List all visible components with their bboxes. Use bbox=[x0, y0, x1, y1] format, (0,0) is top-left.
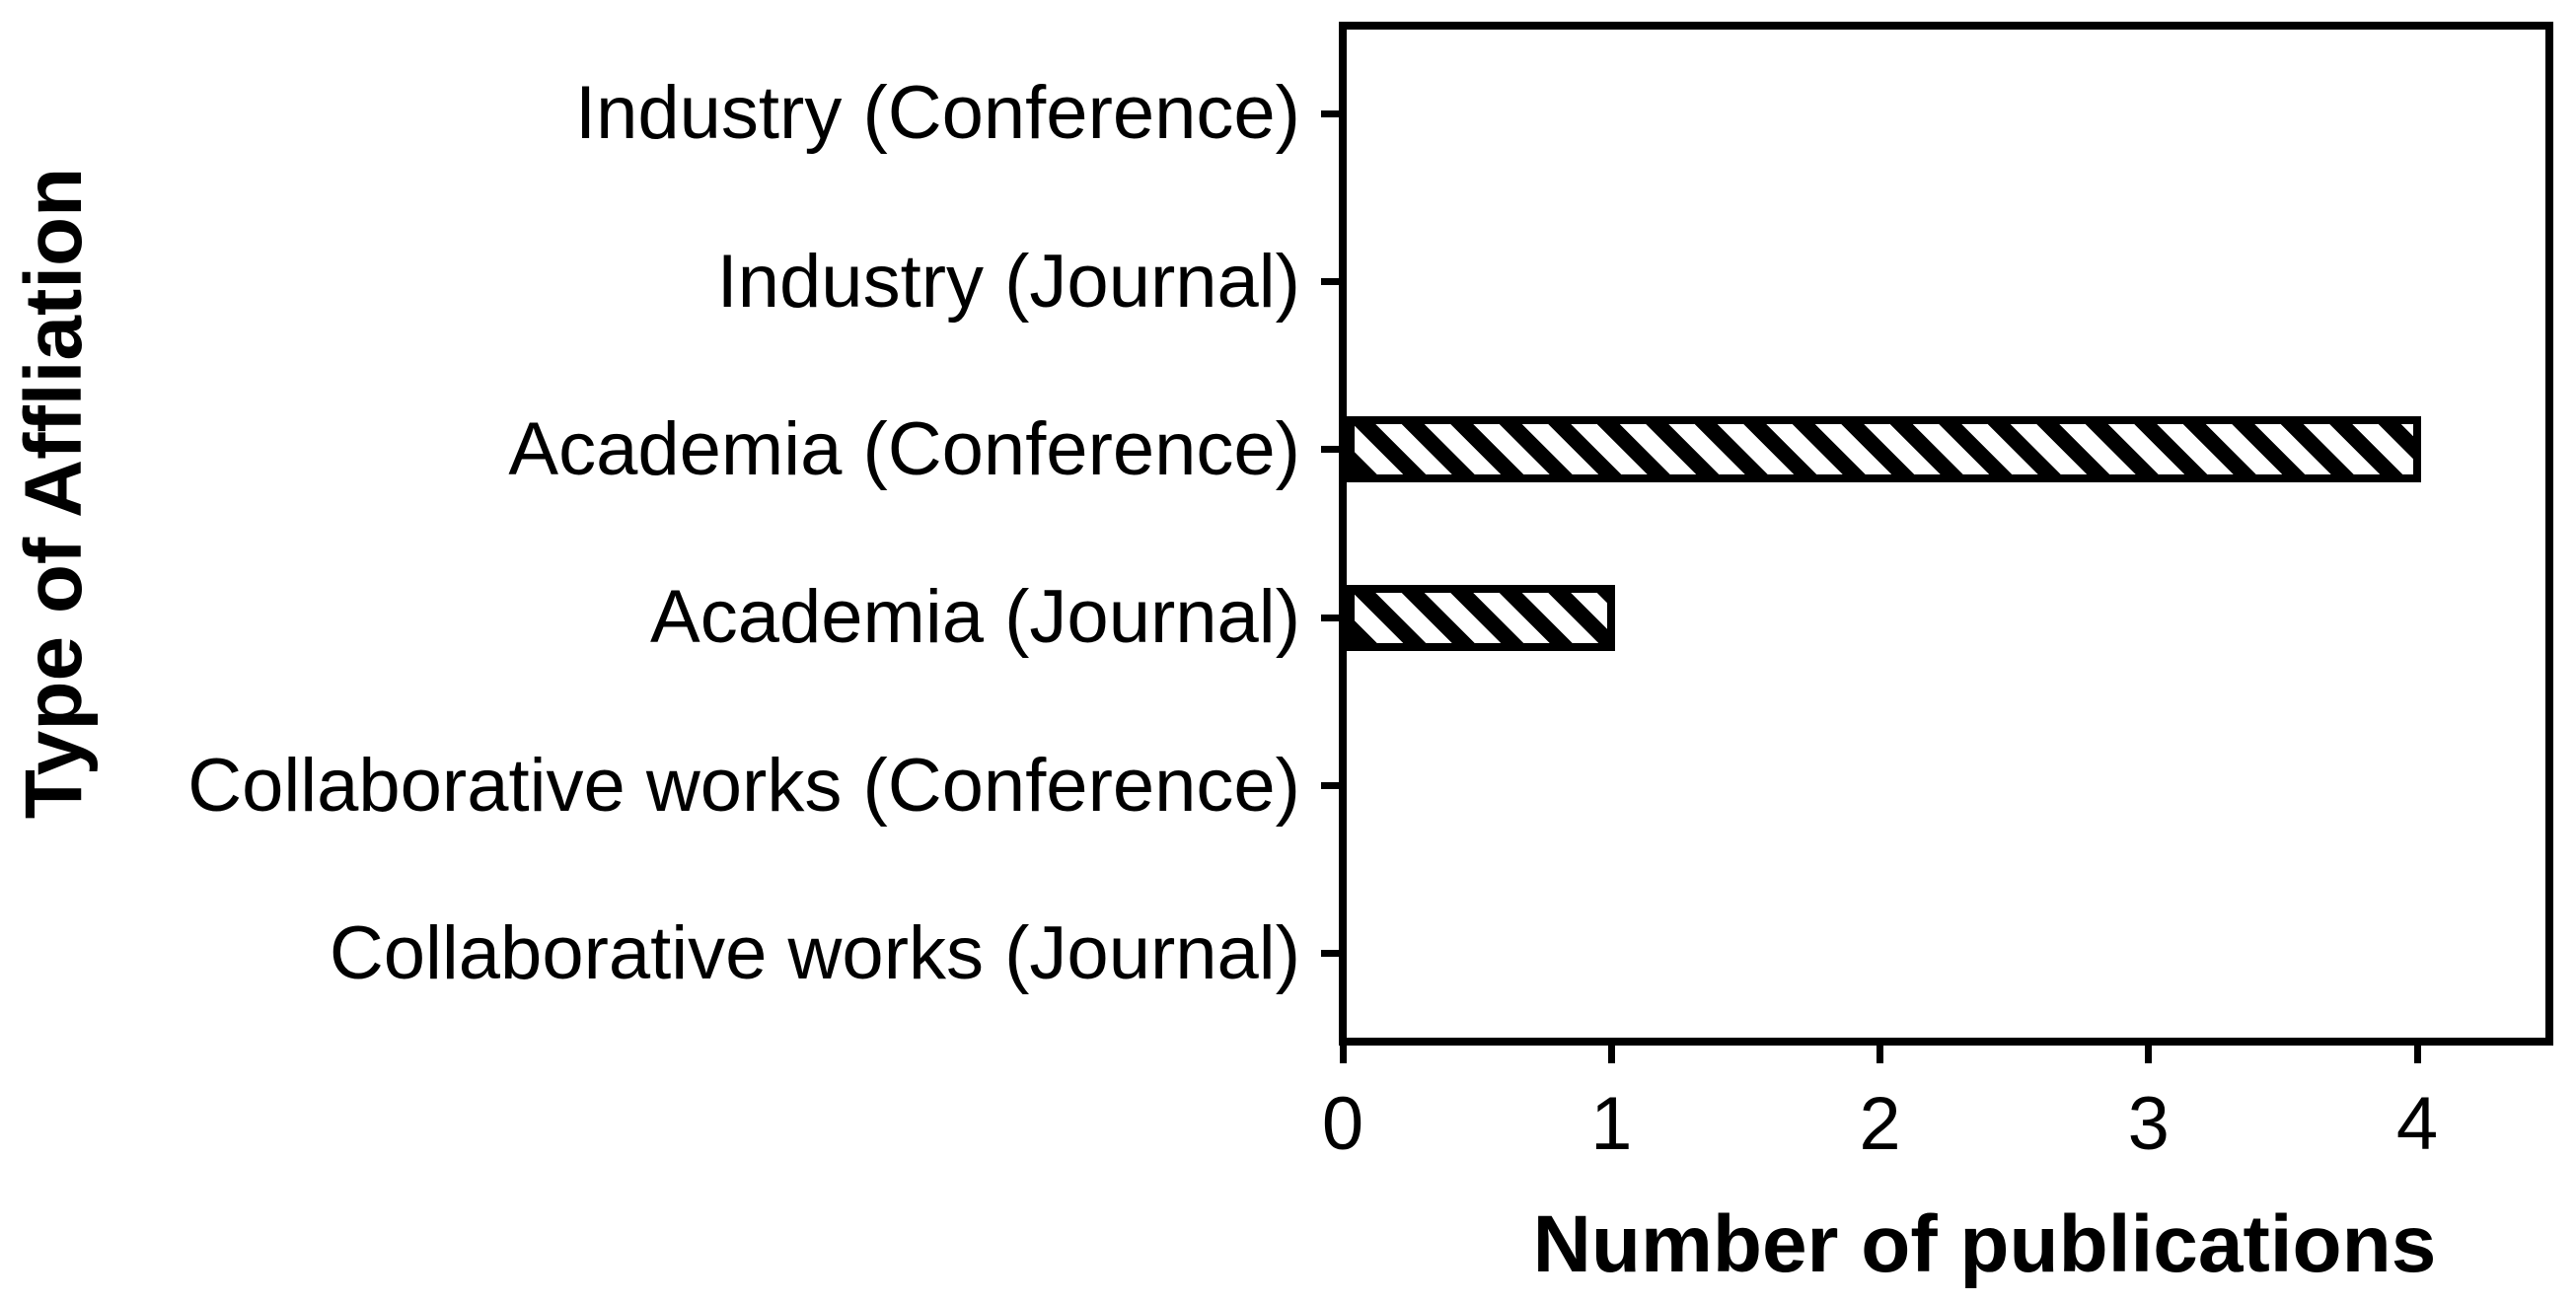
x-tick-mark bbox=[2413, 1046, 2421, 1063]
y-tick-label: Academia (Conference) bbox=[508, 406, 1300, 491]
bar bbox=[1347, 584, 1615, 651]
x-tick-label: 1 bbox=[1590, 1082, 1633, 1166]
y-tick-label: Industry (Conference) bbox=[575, 71, 1300, 156]
x-tick-label: 2 bbox=[1859, 1082, 1901, 1166]
y-tick-mark bbox=[1321, 278, 1339, 285]
y-tick-label: Collaborative works (Conference) bbox=[187, 743, 1300, 828]
y-tick-mark bbox=[1321, 614, 1339, 621]
x-tick-label: 0 bbox=[1321, 1082, 1364, 1166]
x-tick-mark bbox=[2145, 1046, 2153, 1063]
x-tick-mark bbox=[1339, 1046, 1347, 1063]
y-tick-mark bbox=[1321, 109, 1339, 117]
x-axis-title: Number of publications bbox=[1532, 1199, 2437, 1289]
y-tick-mark bbox=[1321, 950, 1339, 958]
y-tick-mark bbox=[1321, 782, 1339, 789]
y-tick-label: Collaborative works (Journal) bbox=[329, 910, 1300, 995]
x-tick-label: 4 bbox=[2395, 1082, 2439, 1166]
plot-area bbox=[1339, 22, 2553, 1046]
x-tick-mark bbox=[1877, 1046, 1883, 1063]
bar bbox=[1347, 416, 2421, 483]
y-tick-mark bbox=[1321, 446, 1339, 454]
x-tick-label: 3 bbox=[2127, 1082, 2170, 1166]
y-tick-label: Academia (Journal) bbox=[650, 575, 1300, 660]
y-tick-label: Industry (Journal) bbox=[716, 239, 1300, 324]
x-tick-mark bbox=[1607, 1046, 1615, 1063]
